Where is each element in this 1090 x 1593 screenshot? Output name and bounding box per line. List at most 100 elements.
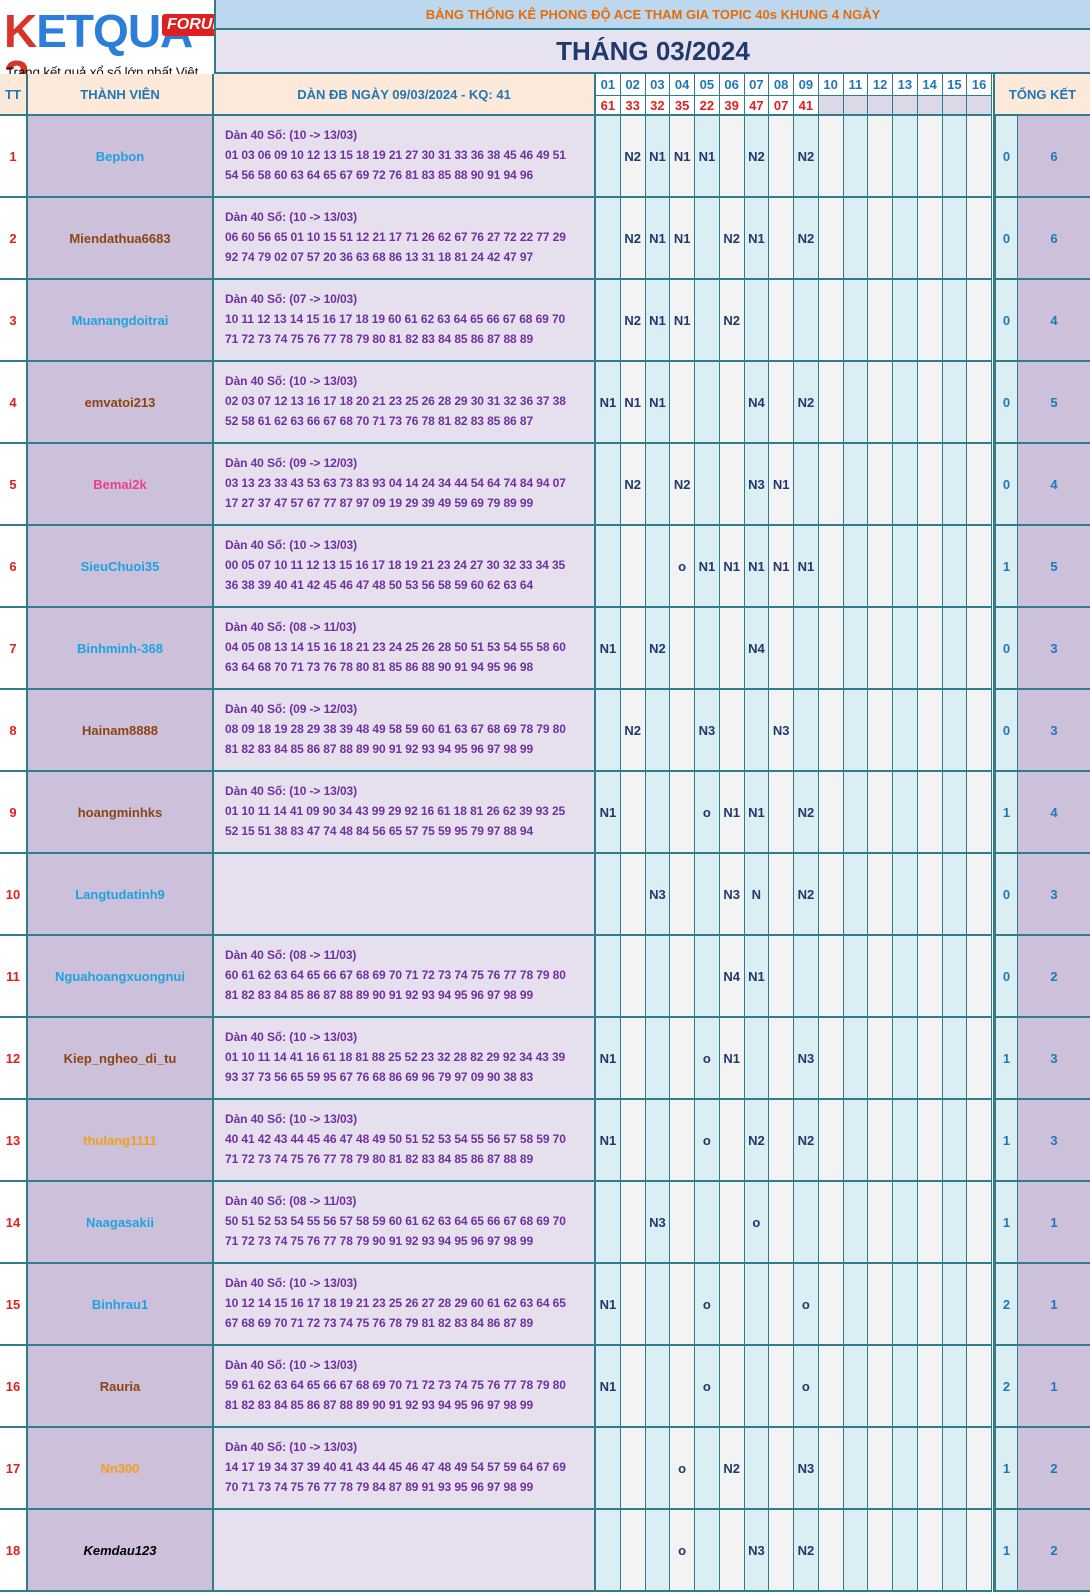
day-mark: N	[744, 854, 770, 936]
header-day-result: 39	[719, 96, 745, 116]
day-mark	[843, 444, 869, 526]
day-mark	[794, 936, 819, 1018]
day-mark	[917, 1018, 943, 1100]
day-mark	[917, 116, 943, 198]
dan-number-line: 93 37 73 56 65 59 95 67 76 68 86 69 96 7…	[225, 1070, 534, 1084]
day-mark	[620, 1346, 646, 1428]
dan-number-line: 36 38 39 40 41 42 45 46 47 48 50 53 56 5…	[225, 578, 534, 592]
row-number: 12	[0, 1018, 28, 1100]
member-name[interactable]: thulang1111	[28, 1100, 214, 1182]
total-score: 3	[1018, 608, 1090, 690]
day-mark	[917, 362, 943, 444]
header-day-result: 47	[744, 96, 770, 116]
total-score: 1	[1018, 1346, 1090, 1428]
member-name[interactable]: Hainam8888	[28, 690, 214, 772]
day-mark: N1	[620, 362, 646, 444]
member-name[interactable]: Nn300	[28, 1428, 214, 1510]
dan-range-label: Dàn 40 Số: (10 -> 13/03)	[225, 1276, 357, 1290]
day-mark: o	[744, 1182, 770, 1264]
day-mark	[769, 116, 794, 198]
dan-range-label: Dàn 40 Số: (10 -> 13/03)	[225, 128, 357, 142]
day-mark: N1	[670, 280, 695, 362]
row-number: 17	[0, 1428, 28, 1510]
day-mark	[670, 1264, 695, 1346]
day-mark	[967, 1264, 992, 1346]
day-mark	[719, 1510, 745, 1592]
day-mark	[818, 198, 844, 280]
day-mark: o	[670, 1428, 695, 1510]
day-mark	[670, 772, 695, 854]
member-name[interactable]: Binhminh-368	[28, 608, 214, 690]
total-score: 5	[1018, 526, 1090, 608]
day-mark	[769, 772, 794, 854]
header-tt: TT	[0, 74, 28, 116]
day-mark: N1	[645, 362, 671, 444]
day-mark	[893, 936, 918, 1018]
day-mark: N2	[670, 444, 695, 526]
day-mark	[794, 690, 819, 772]
day-mark	[843, 526, 869, 608]
day-mark	[868, 690, 893, 772]
day-mark: N1	[719, 526, 745, 608]
banner-title: BẢNG THỐNG KÊ PHONG ĐỘ ACE THAM GIA TOPI…	[216, 0, 1090, 30]
dan-range-label: Dàn 40 Số: (10 -> 13/03)	[225, 1030, 357, 1044]
dan-range-label: Dàn 40 Số: (10 -> 13/03)	[225, 210, 357, 224]
day-mark: N4	[744, 362, 770, 444]
day-mark	[719, 362, 745, 444]
day-mark	[695, 854, 720, 936]
day-mark	[670, 690, 695, 772]
dan-numbers: Dàn 40 Số: (10 -> 13/03) 10 12 14 15 16 1…	[214, 1264, 596, 1346]
day-mark	[893, 1264, 918, 1346]
member-name[interactable]: emvatoi213	[28, 362, 214, 444]
dan-number-line: 40 41 42 43 44 45 46 47 48 49 50 51 52 5…	[225, 1132, 566, 1146]
miss-count: 1	[993, 772, 1018, 854]
day-mark: N2	[794, 772, 819, 854]
day-mark	[596, 444, 621, 526]
day-mark	[917, 1182, 943, 1264]
member-name[interactable]: Muanangdoitrai	[28, 280, 214, 362]
day-mark	[769, 854, 794, 936]
row-number: 10	[0, 854, 28, 936]
dan-numbers: Dàn 40 Số: (10 -> 13/03) 14 17 19 34 37 3…	[214, 1428, 596, 1510]
member-name[interactable]: Bepbon	[28, 116, 214, 198]
day-mark	[967, 1100, 992, 1182]
member-name[interactable]: Miendathua6683	[28, 198, 214, 280]
day-mark	[893, 1100, 918, 1182]
dan-range-label: Dàn 40 Số: (10 -> 13/03)	[225, 1112, 357, 1126]
dan-range-label: Dàn 40 Số: (10 -> 13/03)	[225, 374, 357, 388]
row-number: 11	[0, 936, 28, 1018]
row-number: 4	[0, 362, 28, 444]
member-name[interactable]: Bemai2k	[28, 444, 214, 526]
day-mark: N2	[719, 280, 745, 362]
day-mark	[744, 1264, 770, 1346]
day-mark: N2	[620, 444, 646, 526]
member-name[interactable]: Langtudatinh9	[28, 854, 214, 936]
member-name[interactable]: Rauria	[28, 1346, 214, 1428]
day-mark	[645, 1018, 671, 1100]
day-mark	[917, 1100, 943, 1182]
member-name[interactable]: Kemdau123	[28, 1510, 214, 1592]
member-name[interactable]: Kiep_ngheo_di_tu	[28, 1018, 214, 1100]
ketqua2-logo[interactable]: KETQUA2 FORUM Trang kết quả xổ số lớn nh…	[0, 0, 216, 84]
day-mark	[769, 1346, 794, 1428]
dan-numbers: Dàn 40 Số: (07 -> 10/03) 10 11 12 13 14 1…	[214, 280, 596, 362]
day-mark	[843, 116, 869, 198]
day-mark	[670, 608, 695, 690]
member-name[interactable]: hoangminhks	[28, 772, 214, 854]
day-mark	[893, 444, 918, 526]
day-mark: N3	[794, 1018, 819, 1100]
day-mark	[769, 1182, 794, 1264]
day-mark	[596, 690, 621, 772]
day-mark: N1	[744, 526, 770, 608]
day-mark: N1	[719, 772, 745, 854]
day-mark	[769, 198, 794, 280]
day-mark	[744, 1346, 770, 1428]
day-mark	[868, 1018, 893, 1100]
header-summary: TỔNG KẾT	[993, 74, 1090, 116]
member-name[interactable]: Nguahoangxuongnui	[28, 936, 214, 1018]
day-mark	[596, 280, 621, 362]
dan-range-label: Dàn 40 Số: (08 -> 11/03)	[225, 620, 357, 634]
member-name[interactable]: Binhrau1	[28, 1264, 214, 1346]
member-name[interactable]: SieuChuoi35	[28, 526, 214, 608]
member-name[interactable]: Naagasakii	[28, 1182, 214, 1264]
